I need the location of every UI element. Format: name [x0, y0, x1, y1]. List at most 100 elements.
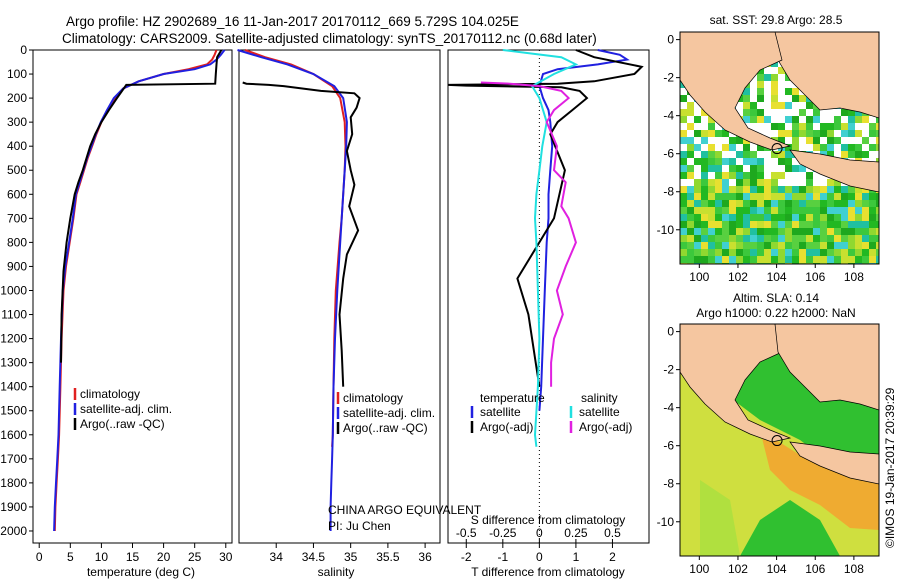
sst-cell: [855, 221, 862, 228]
sst-cell: [750, 186, 757, 193]
sst-cell: [729, 221, 736, 228]
sst-cell: [848, 221, 855, 228]
sst-cell: [869, 235, 876, 242]
sla-java-land: [789, 441, 879, 485]
sst-cell: [729, 256, 736, 263]
sst-cell: [687, 207, 694, 214]
sst-cell: [764, 186, 771, 193]
depth-tick-label: 1100: [1, 308, 27, 322]
sst-cell: [813, 109, 820, 116]
sst-cell: [834, 186, 841, 193]
sst-cell: [736, 214, 743, 221]
sst-cell: [841, 256, 848, 263]
sst-cell: [785, 242, 792, 249]
sst-cell: [799, 242, 806, 249]
sst-cell: [729, 186, 736, 193]
sst-cell: [736, 235, 743, 242]
sst-cell: [841, 144, 848, 151]
sst-cell: [799, 221, 806, 228]
sst-cell: [778, 228, 785, 235]
sst-cell: [743, 109, 750, 116]
sst-cell: [827, 193, 834, 200]
sst-cell: [687, 228, 694, 235]
t-difference-axis: -2 -1 0 1 2: [461, 543, 616, 564]
sst-cell: [862, 249, 869, 256]
sst-cell: [869, 144, 876, 151]
sst-cell: [771, 151, 778, 158]
sst-cell: [701, 207, 708, 214]
temperature-panel: 0100200300400500600700800900100011001200…: [0, 43, 232, 579]
sst-cell: [785, 130, 792, 137]
sst-cell: [715, 235, 722, 242]
sst-cell: [680, 221, 687, 228]
sst-cell: [869, 193, 876, 200]
sst-cell: [687, 102, 694, 109]
sst-cell: [729, 228, 736, 235]
sst-cell: [680, 193, 687, 200]
sst-cell: [876, 207, 879, 214]
sst-cell: [694, 221, 701, 228]
sst-cell: [701, 186, 708, 193]
temperature-series-line-2: [60, 49, 223, 363]
sst-cell: [757, 67, 764, 74]
lon-tick-label: 104: [767, 562, 787, 576]
t-difference-tick-label: 1: [573, 550, 580, 564]
sst-cell: [820, 221, 827, 228]
sst-cell: [708, 151, 715, 158]
salinity-tick-label: 34.5: [302, 550, 326, 564]
sst-cell: [813, 137, 820, 144]
sst-cell: [757, 165, 764, 172]
sst-cell: [701, 172, 708, 179]
sst-cell: [869, 221, 876, 228]
sst-cell: [862, 221, 869, 228]
sla-map-frame: [679, 323, 880, 557]
sst-cell: [792, 130, 799, 137]
sst-cell: [813, 207, 820, 214]
sst-cell: [806, 116, 813, 123]
sst-cell: [771, 81, 778, 88]
sst-cell: [715, 179, 722, 186]
sst-cell: [855, 256, 862, 263]
lat-tick-label: -10: [657, 223, 675, 237]
sst-cell: [701, 221, 708, 228]
sst-cell: [820, 130, 827, 137]
s-difference-axis-label: S difference from climatology: [471, 513, 626, 527]
depth-tick-label: 1000: [0, 283, 27, 297]
depth-tick-label: 2000: [0, 524, 27, 538]
sst-cell: [680, 95, 687, 102]
sst-cell: [827, 137, 834, 144]
sst-cell: [743, 144, 750, 151]
sst-cell: [841, 130, 848, 137]
depth-tick-label: 1800: [0, 476, 27, 490]
sst-cell: [848, 249, 855, 256]
sst-cell: [848, 186, 855, 193]
sst-cell: [862, 242, 869, 249]
sst-cell: [680, 165, 687, 172]
depth-tick-label: 1700: [0, 452, 27, 466]
sst-cell: [855, 193, 862, 200]
sst-cell: [792, 242, 799, 249]
sst-cell: [687, 165, 694, 172]
sst-cell: [855, 207, 862, 214]
s-difference-tick-label: -0.5: [456, 526, 477, 540]
sst-cell: [764, 179, 771, 186]
legend-label: satellite: [579, 405, 620, 419]
sst-cell: [848, 144, 855, 151]
salinity-tick-label: 35.5: [376, 550, 400, 564]
sst-cell: [715, 214, 722, 221]
sst-cell: [764, 235, 771, 242]
sst-cell: [792, 207, 799, 214]
sst-cell: [694, 214, 701, 221]
sst-cell: [771, 123, 778, 130]
sst-cell: [834, 137, 841, 144]
sst-cell: [715, 158, 722, 165]
sst-cell: [771, 179, 778, 186]
legend-temperature-title: temperature: [480, 391, 545, 405]
sst-cell: [841, 214, 848, 221]
sst-cell: [750, 200, 757, 207]
sst-cell: [722, 130, 729, 137]
sst-cell: [701, 151, 708, 158]
sst-cell: [771, 242, 778, 249]
sst-cell: [841, 193, 848, 200]
sst-cell: [764, 116, 771, 123]
